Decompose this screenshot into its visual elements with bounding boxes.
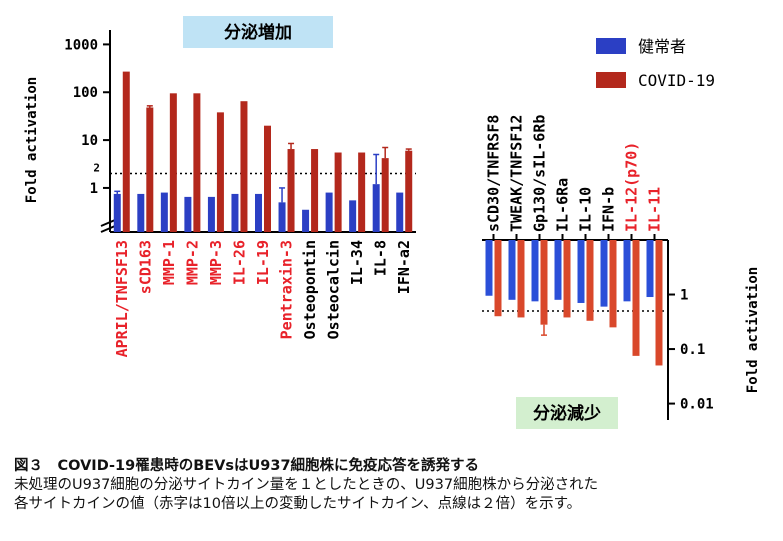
bar [396, 192, 404, 232]
bar [207, 196, 215, 232]
x-tick-label: IFN-a2 [395, 240, 413, 294]
reference-label: 2 [93, 162, 100, 175]
bar [113, 193, 121, 232]
legend-label: 健常者 [638, 37, 686, 56]
bar [485, 240, 493, 296]
y-tick-label: 0.1 [680, 342, 705, 358]
legend-swatch [596, 38, 626, 54]
x-tick-label: Osteocalcin [325, 240, 343, 339]
x-tick-label: Pentraxin-3 [278, 240, 296, 339]
y-tick-label: 1 [680, 288, 688, 304]
x-tick-label: IL-19 [254, 240, 272, 285]
x-tick-label: IL-34 [348, 240, 366, 285]
y-tick-label: 100 [73, 85, 98, 101]
y-tick-label: 0.01 [680, 397, 714, 413]
y-tick-label: 10 [81, 133, 98, 149]
y-tick-label: 1 [90, 181, 98, 197]
axis-break [100, 225, 116, 233]
bar [508, 240, 516, 300]
bar [302, 209, 310, 232]
y-axis-label: Fold activation [745, 267, 761, 393]
x-tick-label: TWEAK/TNFSF12 [508, 115, 526, 232]
x-tick-label: MMP-1 [160, 240, 178, 285]
bar [381, 158, 389, 232]
x-tick-label: Gp130/sIL-6Rb [531, 115, 549, 232]
y-tick-label: 1000 [64, 37, 98, 53]
bar [264, 125, 271, 232]
bar [655, 240, 663, 366]
bar [122, 71, 130, 232]
bar [216, 112, 224, 232]
x-tick-label: sCD163 [136, 240, 154, 294]
caption: 図３ COVID-19罹患時のBEVsはU937細胞株に免疫応答を誘発する 未処… [14, 457, 779, 514]
bar [231, 193, 239, 232]
bar [372, 184, 380, 232]
bar [623, 240, 631, 302]
bar [577, 240, 585, 303]
x-tick-label: IL-8 [372, 240, 390, 276]
bar [517, 240, 525, 318]
bar [494, 240, 502, 317]
x-tick-label: IL-10 [577, 187, 595, 232]
bar [600, 240, 608, 307]
x-tick-label: IL-11 [646, 187, 664, 232]
bar [334, 152, 342, 232]
bar [160, 192, 168, 232]
bar [540, 240, 548, 325]
bar [193, 93, 201, 232]
label-box [516, 397, 618, 429]
bar [405, 150, 413, 232]
x-tick-label: MMP-2 [183, 240, 201, 285]
x-tick-label: IFN-b [600, 187, 618, 232]
legend-label: COVID-19 [638, 71, 715, 90]
bar [349, 200, 357, 232]
chart: 分泌増加 分泌減少 Fold activation Fold activatio… [24, 16, 761, 429]
x-tick-label: IL-12(p70) [623, 142, 641, 232]
bar [287, 149, 295, 232]
bar [609, 240, 617, 328]
x-tick-label: IL-6Ra [554, 178, 572, 232]
x-tick-label: APRIL/TNFSF13 [113, 240, 131, 357]
caption-line: 各サイトカインの値（赤字は10倍以上の変動したサイトカイン、点線は２倍）を示す。 [14, 496, 582, 512]
x-tick-label: IL-26 [230, 240, 248, 285]
bar [586, 240, 594, 321]
label-box [183, 16, 333, 48]
bar [184, 196, 192, 232]
x-tick-label: MMP-3 [207, 240, 225, 285]
bar [646, 240, 654, 298]
bar [169, 93, 177, 232]
x-tick-label: sCD30/TNFRSF8 [485, 115, 503, 232]
legend-swatch [596, 72, 626, 88]
caption-line: 未処理のU937細胞の分泌サイトカイン量を１としたときの、U937細胞株から分泌… [14, 477, 599, 493]
bar [358, 152, 366, 232]
caption-title: 図３ COVID-19罹患時のBEVsはU937細胞株に免疫応答を誘発する [14, 458, 480, 474]
y-axis-label: Fold activation [24, 77, 40, 203]
bar [632, 240, 640, 356]
panel-label: 分泌増加 [224, 22, 292, 43]
bar [146, 107, 154, 232]
bar [278, 202, 286, 232]
bar [554, 240, 562, 300]
bar [311, 149, 319, 232]
x-tick-label: Osteopontin [301, 240, 319, 339]
bar [240, 101, 248, 232]
bar [563, 240, 571, 318]
axis-break [100, 219, 116, 227]
bar [531, 240, 539, 302]
bar [325, 192, 333, 232]
panel-label: 分泌減少 [533, 403, 601, 424]
bar [255, 193, 262, 232]
bar [137, 193, 145, 232]
